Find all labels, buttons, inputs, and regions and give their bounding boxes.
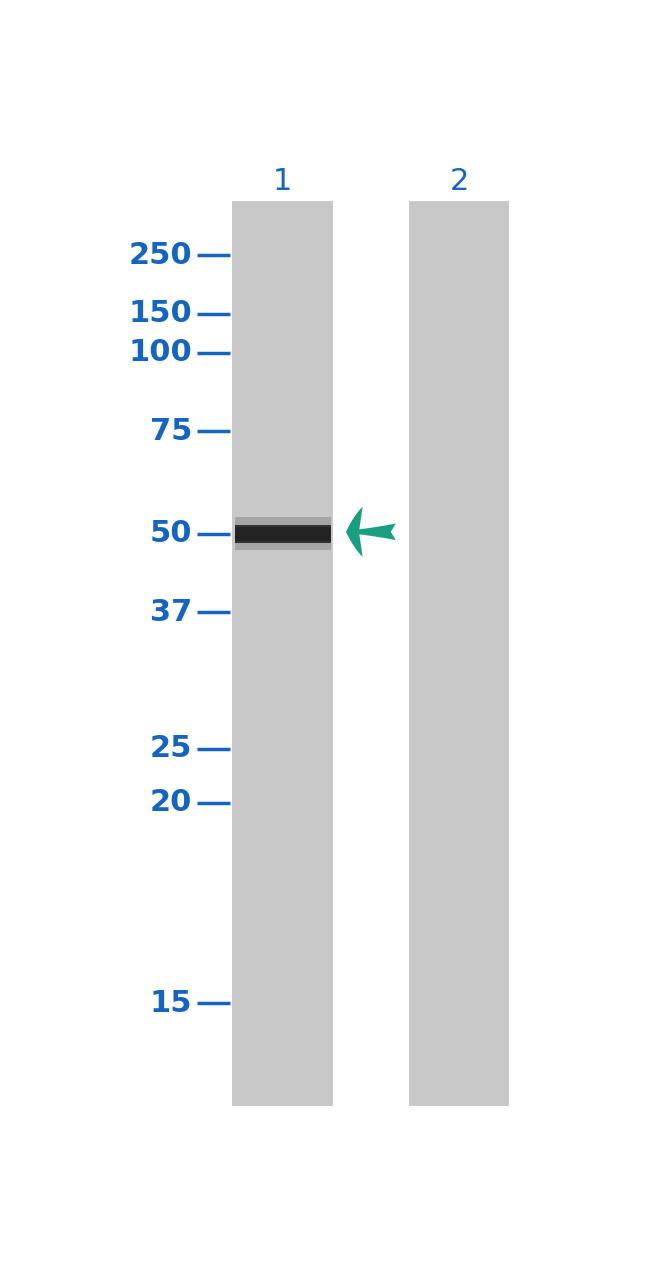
Text: 75: 75: [150, 417, 192, 446]
Text: 25: 25: [150, 734, 192, 763]
Bar: [235, 517, 331, 527]
Text: 20: 20: [150, 789, 192, 817]
Text: 2: 2: [449, 168, 469, 197]
Bar: [409, 202, 510, 1106]
Text: 37: 37: [150, 597, 192, 626]
Bar: [235, 525, 331, 542]
Text: 150: 150: [128, 300, 192, 328]
Text: 100: 100: [128, 338, 192, 367]
Text: 250: 250: [129, 240, 192, 269]
Text: 1: 1: [273, 168, 292, 197]
Bar: [233, 202, 333, 1106]
Text: 50: 50: [150, 519, 192, 549]
Text: 15: 15: [150, 988, 192, 1017]
Bar: [235, 541, 331, 550]
